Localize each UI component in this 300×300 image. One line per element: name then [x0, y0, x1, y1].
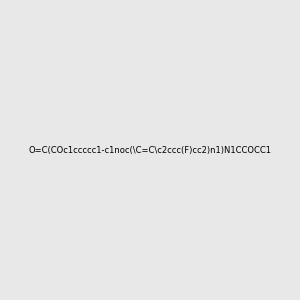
Text: O=C(COc1ccccc1-c1noc(\C=C\c2ccc(F)cc2)n1)N1CCOCC1: O=C(COc1ccccc1-c1noc(\C=C\c2ccc(F)cc2)n1… [28, 146, 272, 154]
